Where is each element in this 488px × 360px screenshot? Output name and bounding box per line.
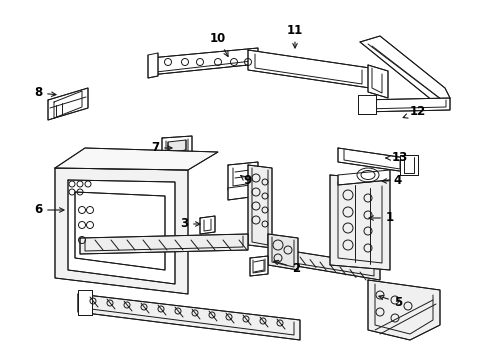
Polygon shape: [357, 95, 375, 114]
Text: 6: 6: [34, 203, 64, 216]
Polygon shape: [249, 256, 267, 276]
Polygon shape: [200, 216, 215, 234]
Polygon shape: [75, 192, 164, 270]
Polygon shape: [148, 53, 158, 78]
Polygon shape: [267, 234, 297, 270]
Polygon shape: [399, 155, 417, 175]
Polygon shape: [329, 175, 389, 270]
Polygon shape: [367, 280, 439, 340]
Polygon shape: [162, 136, 192, 158]
Text: 1: 1: [368, 211, 393, 225]
Text: 3: 3: [180, 217, 200, 230]
Polygon shape: [78, 294, 299, 340]
Polygon shape: [68, 180, 175, 284]
Polygon shape: [359, 36, 449, 105]
Text: 10: 10: [209, 31, 227, 57]
Polygon shape: [271, 248, 379, 280]
Text: 4: 4: [381, 175, 401, 188]
Polygon shape: [337, 148, 405, 172]
Polygon shape: [227, 162, 258, 190]
Polygon shape: [55, 168, 187, 294]
Polygon shape: [55, 148, 218, 170]
Text: 7: 7: [151, 141, 172, 154]
Polygon shape: [78, 290, 92, 315]
Polygon shape: [359, 98, 449, 112]
Polygon shape: [80, 234, 247, 254]
Polygon shape: [227, 184, 258, 200]
Text: 9: 9: [240, 175, 252, 188]
Text: 8: 8: [34, 86, 56, 99]
Text: 13: 13: [385, 152, 407, 165]
Polygon shape: [48, 88, 88, 120]
Text: 2: 2: [273, 260, 300, 274]
Polygon shape: [247, 165, 271, 248]
Text: 5: 5: [378, 295, 401, 309]
Polygon shape: [337, 170, 389, 185]
Text: 11: 11: [286, 23, 303, 48]
Polygon shape: [367, 65, 387, 98]
Text: 12: 12: [402, 105, 425, 118]
Polygon shape: [247, 50, 369, 88]
Polygon shape: [150, 48, 258, 75]
Polygon shape: [168, 140, 185, 153]
